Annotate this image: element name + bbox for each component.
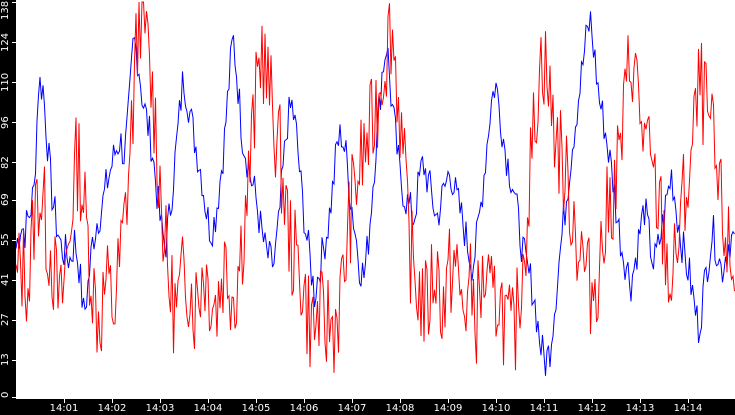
y-tick [12,279,16,281]
y-tick [12,2,16,3]
x-tick-label: 14:02 [97,403,127,414]
x-tick [64,399,65,403]
x-tick-label: 14:10 [481,403,511,414]
x-tick [352,399,353,403]
x-tick-label: 14:09 [433,403,463,414]
x-tick [304,399,305,403]
x-tick [160,399,161,403]
x-tick-label: 14:05 [241,403,271,414]
y-tick [12,397,16,398]
x-tick-label: 14:13 [625,403,655,414]
x-tick [400,399,401,403]
y-tick [12,319,16,321]
x-tick [640,399,641,403]
x-tick [496,399,497,403]
x-tick-label: 14:12 [577,403,607,414]
x-tick-label: 14:08 [385,403,415,414]
y-axis [0,0,16,399]
y-tick-label: 96 [0,115,11,129]
y-tick-label: 69 [0,193,11,206]
y-tick [12,82,16,84]
y-tick-label: 13 [0,353,11,367]
y-tick-label: 0 [0,391,11,398]
x-tick [448,399,449,403]
x-tick [688,399,689,403]
x-tick-label: 14:07 [337,403,367,414]
y-tick [12,199,16,201]
x-tick-label: 14:01 [49,403,79,414]
x-tick-label: 14:03 [145,403,175,414]
series-blue-line [16,11,735,376]
x-tick-label: 14:14 [673,403,703,414]
x-tick [256,399,257,403]
y-tick-label: 138 [0,0,11,20]
y-tick-label: 110 [0,72,11,92]
y-tick [12,162,16,164]
x-tick [208,399,209,403]
x-tick [544,399,545,403]
y-tick-label: 27 [0,313,11,327]
x-tick-label: 14:04 [193,403,223,414]
x-tick [112,399,113,403]
y-tick-label: 82 [0,156,11,169]
y-tick-label: 41 [0,273,11,287]
y-tick-label: 55 [0,233,11,247]
series-red-line [16,1,735,373]
y-tick [12,42,16,44]
y-tick [12,239,16,241]
y-tick [12,359,16,361]
plot-area [16,0,735,399]
x-axis [0,399,735,415]
x-tick [592,399,593,403]
y-tick-label: 124 [0,32,11,52]
x-tick-label: 14:11 [529,403,559,414]
line-chart [16,1,735,376]
y-tick [12,122,16,124]
x-tick-label: 14:06 [289,403,319,414]
